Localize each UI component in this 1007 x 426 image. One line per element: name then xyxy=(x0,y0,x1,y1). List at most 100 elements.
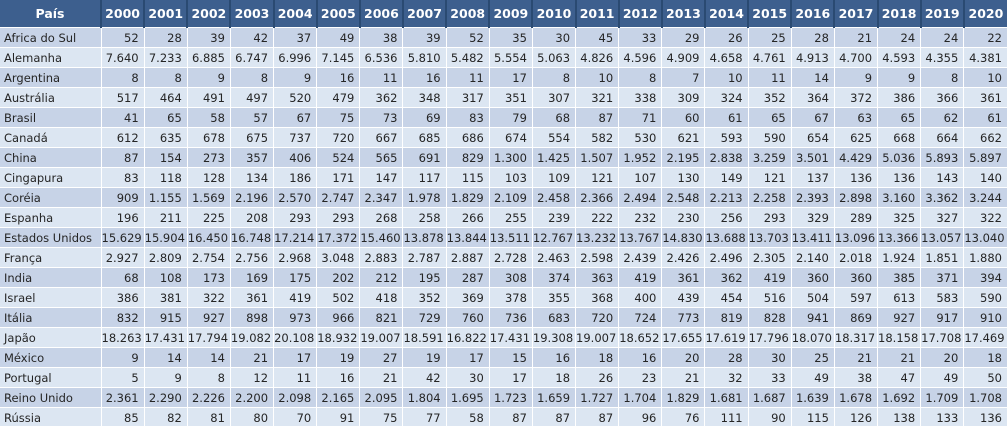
value-cell[interactable]: 1.425 xyxy=(531,147,576,168)
value-cell[interactable]: 11 xyxy=(445,67,490,88)
value-cell[interactable]: 73 xyxy=(359,107,403,128)
column-header-year[interactable]: 2014 xyxy=(703,0,749,28)
value-cell[interactable]: 41 xyxy=(100,107,145,128)
value-cell[interactable]: 30 xyxy=(531,27,576,48)
value-cell[interactable]: 60 xyxy=(661,107,705,128)
value-cell[interactable]: 16 xyxy=(316,67,360,88)
value-cell[interactable]: 2.095 xyxy=(359,387,403,408)
value-cell[interactable]: 3.259 xyxy=(747,147,792,168)
value-cell[interactable]: 268 xyxy=(359,207,403,228)
value-cell[interactable]: 17.655 xyxy=(661,327,705,348)
value-cell[interactable]: 2.347 xyxy=(359,187,403,208)
value-cell[interactable]: 25 xyxy=(747,27,792,48)
value-cell[interactable]: 30 xyxy=(445,367,490,388)
value-cell[interactable]: 23 xyxy=(618,367,662,388)
value-cell[interactable]: 386 xyxy=(100,287,145,308)
value-cell[interactable]: 232 xyxy=(618,207,662,228)
value-cell[interactable]: 678 xyxy=(186,127,231,148)
value-cell[interactable]: 9 xyxy=(100,347,145,368)
value-cell[interactable]: 211 xyxy=(143,207,188,228)
country-cell[interactable]: Portugal xyxy=(0,367,101,388)
column-header-year[interactable]: 2016 xyxy=(790,0,835,28)
value-cell[interactable]: 7.145 xyxy=(316,47,360,68)
value-cell[interactable]: 2.361 xyxy=(100,387,145,408)
value-cell[interactable]: 664 xyxy=(920,127,964,148)
value-cell[interactable]: 293 xyxy=(747,207,792,228)
value-cell[interactable]: 898 xyxy=(229,307,274,328)
value-cell[interactable]: 136 xyxy=(963,407,1007,426)
value-cell[interactable]: 1.851 xyxy=(920,247,964,268)
value-cell[interactable]: 49 xyxy=(790,367,835,388)
value-cell[interactable]: 327 xyxy=(920,207,964,228)
value-cell[interactable]: 202 xyxy=(316,267,360,288)
value-cell[interactable]: 516 xyxy=(747,287,792,308)
value-cell[interactable]: 352 xyxy=(402,287,447,308)
value-cell[interactable]: 322 xyxy=(186,287,231,308)
value-cell[interactable]: 8 xyxy=(143,67,188,88)
value-cell[interactable]: 832 xyxy=(100,307,145,328)
value-cell[interactable]: 52 xyxy=(100,27,145,48)
value-cell[interactable]: 2.226 xyxy=(186,387,231,408)
value-cell[interactable]: 186 xyxy=(273,167,317,188)
value-cell[interactable]: 1.692 xyxy=(877,387,921,408)
value-cell[interactable]: 2.883 xyxy=(359,247,403,268)
value-cell[interactable]: 406 xyxy=(273,147,317,168)
value-cell[interactable]: 5.482 xyxy=(445,47,490,68)
value-cell[interactable]: 360 xyxy=(833,267,878,288)
value-cell[interactable]: 13.767 xyxy=(618,227,662,248)
value-cell[interactable]: 364 xyxy=(790,87,835,108)
value-cell[interactable]: 2.968 xyxy=(273,247,317,268)
country-cell[interactable]: Itália xyxy=(0,307,101,328)
value-cell[interactable]: 3.048 xyxy=(316,247,360,268)
value-cell[interactable]: 212 xyxy=(359,267,403,288)
value-cell[interactable]: 667 xyxy=(359,127,403,148)
value-cell[interactable]: 2.290 xyxy=(143,387,188,408)
value-cell[interactable]: 266 xyxy=(445,207,490,228)
value-cell[interactable]: 4.355 xyxy=(920,47,964,68)
value-cell[interactable]: 2.195 xyxy=(661,147,705,168)
value-cell[interactable]: 348 xyxy=(402,87,447,108)
value-cell[interactable]: 27 xyxy=(359,347,403,368)
value-cell[interactable]: 17 xyxy=(273,347,317,368)
value-cell[interactable]: 87 xyxy=(575,107,619,128)
value-cell[interactable]: 1.952 xyxy=(618,147,662,168)
value-cell[interactable]: 2.887 xyxy=(445,247,490,268)
value-cell[interactable]: 360 xyxy=(790,267,835,288)
column-header-year[interactable]: 2000 xyxy=(99,0,145,28)
value-cell[interactable]: 173 xyxy=(186,267,231,288)
value-cell[interactable]: 128 xyxy=(186,167,231,188)
value-cell[interactable]: 256 xyxy=(704,207,749,228)
value-cell[interactable]: 69 xyxy=(402,107,447,128)
value-cell[interactable]: 33 xyxy=(747,367,792,388)
value-cell[interactable]: 133 xyxy=(920,407,964,426)
value-cell[interactable]: 13.703 xyxy=(747,227,792,248)
value-cell[interactable]: 1.300 xyxy=(488,147,533,168)
value-cell[interactable]: 136 xyxy=(877,167,921,188)
value-cell[interactable]: 5.893 xyxy=(920,147,964,168)
value-cell[interactable]: 597 xyxy=(833,287,878,308)
value-cell[interactable]: 39 xyxy=(186,27,231,48)
value-cell[interactable]: 582 xyxy=(575,127,619,148)
value-cell[interactable]: 829 xyxy=(445,147,490,168)
value-cell[interactable]: 2.463 xyxy=(531,247,576,268)
value-cell[interactable]: 4.826 xyxy=(575,47,619,68)
value-cell[interactable]: 20 xyxy=(920,347,964,368)
value-cell[interactable]: 565 xyxy=(359,147,403,168)
value-cell[interactable]: 2.838 xyxy=(704,147,749,168)
value-cell[interactable]: 828 xyxy=(747,307,792,328)
value-cell[interactable]: 21 xyxy=(359,367,403,388)
value-cell[interactable]: 24 xyxy=(877,27,921,48)
value-cell[interactable]: 13.511 xyxy=(488,227,533,248)
value-cell[interactable]: 103 xyxy=(488,167,533,188)
value-cell[interactable]: 42 xyxy=(402,367,447,388)
value-cell[interactable]: 138 xyxy=(877,407,921,426)
value-cell[interactable]: 28 xyxy=(790,27,835,48)
value-cell[interactable]: 61 xyxy=(963,107,1007,128)
country-cell[interactable]: Africa do Sul xyxy=(0,27,101,48)
value-cell[interactable]: 293 xyxy=(273,207,317,228)
value-cell[interactable]: 662 xyxy=(963,127,1007,148)
value-cell[interactable]: 13.366 xyxy=(877,227,921,248)
value-cell[interactable]: 96 xyxy=(618,407,662,426)
value-cell[interactable]: 2.165 xyxy=(316,387,360,408)
value-cell[interactable]: 760 xyxy=(445,307,490,328)
